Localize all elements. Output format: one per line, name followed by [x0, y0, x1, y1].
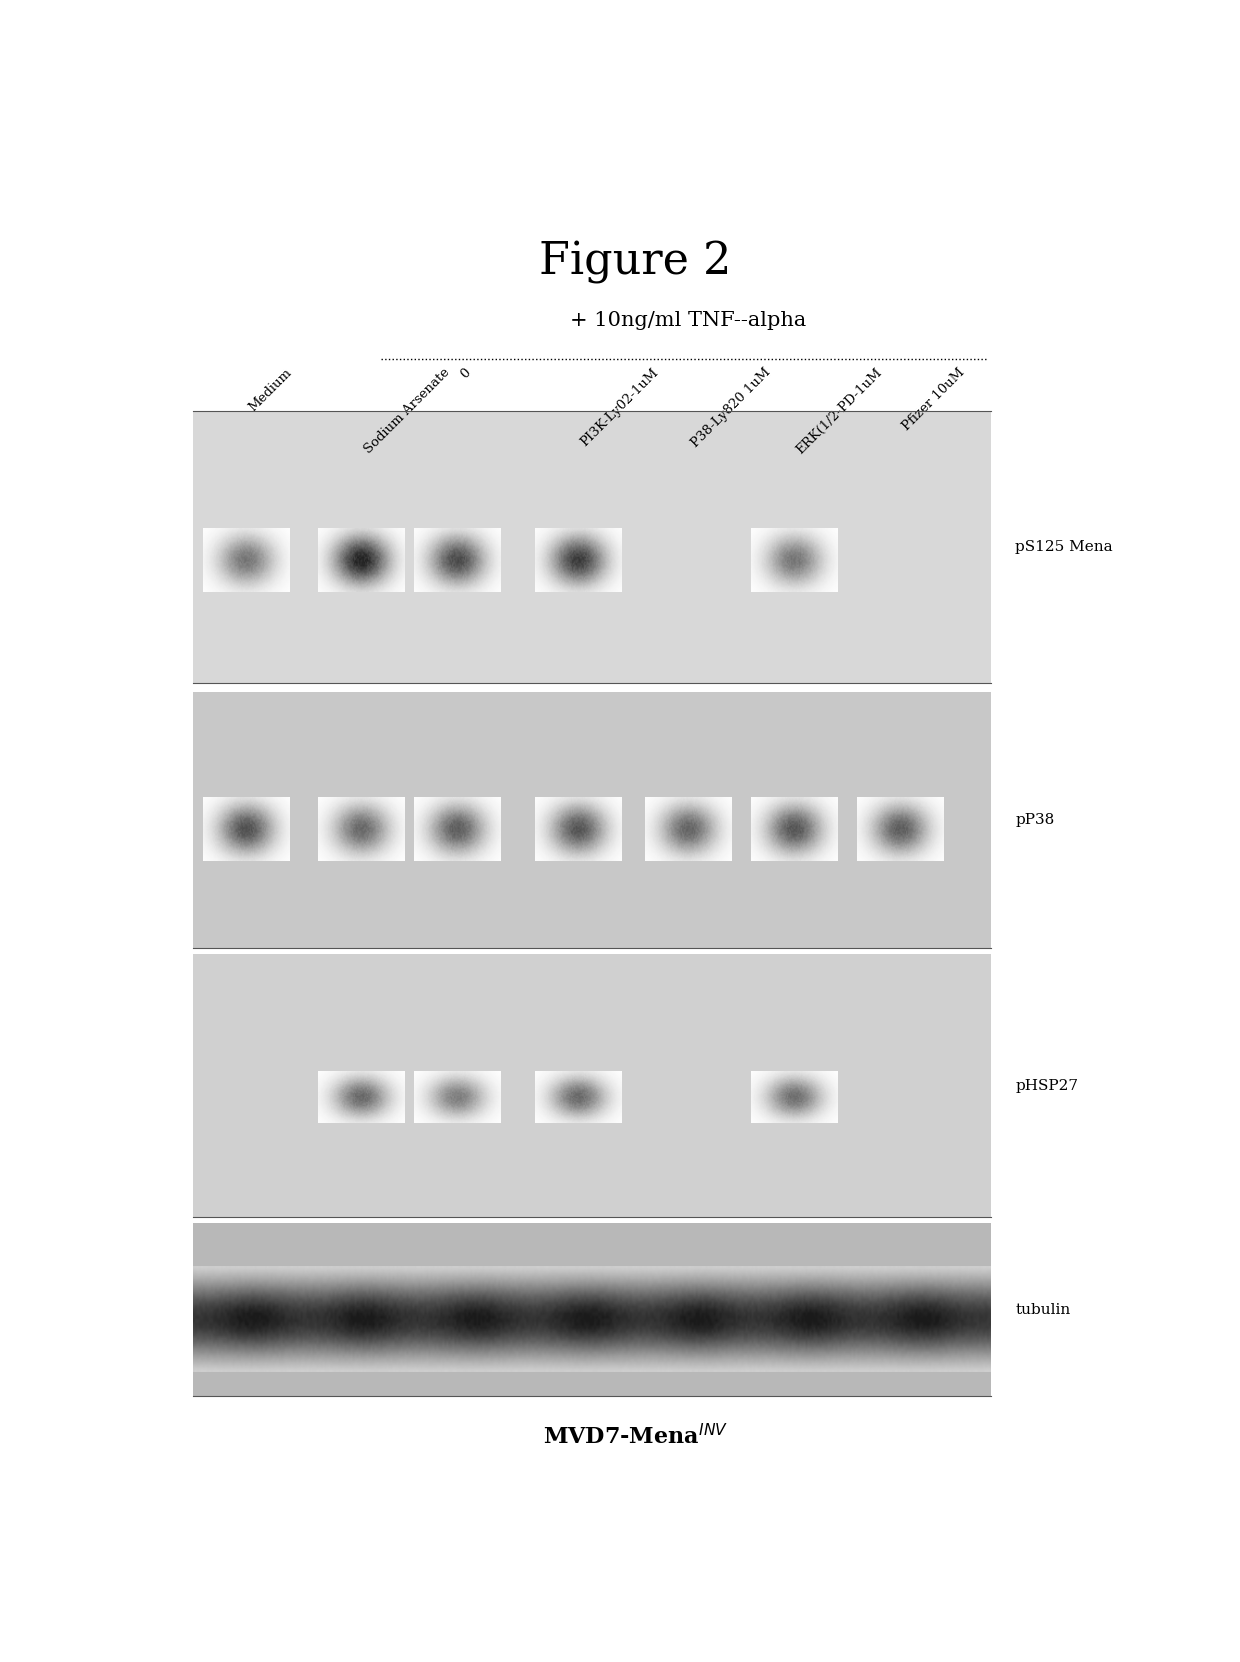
Text: pHSP27: pHSP27 [1016, 1079, 1078, 1092]
Text: tubulin: tubulin [1016, 1303, 1070, 1316]
Text: Figure 2: Figure 2 [539, 241, 732, 284]
Bar [193, 1223, 991, 1396]
Text: Sodium Arsenate: Sodium Arsenate [362, 366, 453, 457]
Text: Medium: Medium [247, 366, 294, 414]
Text: pP38: pP38 [1016, 813, 1054, 828]
Bar [193, 954, 991, 1217]
Bar [193, 691, 991, 947]
Text: Pfizer 10uM: Pfizer 10uM [900, 366, 967, 434]
Text: P38-Ly820 1uM: P38-Ly820 1uM [688, 366, 773, 450]
Text: 0: 0 [458, 366, 472, 381]
Text: + 10ng/ml TNF--alpha: + 10ng/ml TNF--alpha [570, 311, 806, 329]
Text: MVD7-Mena$^{INV}$: MVD7-Mena$^{INV}$ [543, 1424, 728, 1449]
Text: PI3K-Ly02-1uM: PI3K-Ly02-1uM [578, 366, 661, 449]
Text: pS125 Mena: pS125 Mena [1016, 540, 1112, 553]
Text: ERK(1/2-PD-1uM: ERK(1/2-PD-1uM [794, 366, 885, 457]
Bar [193, 411, 991, 683]
